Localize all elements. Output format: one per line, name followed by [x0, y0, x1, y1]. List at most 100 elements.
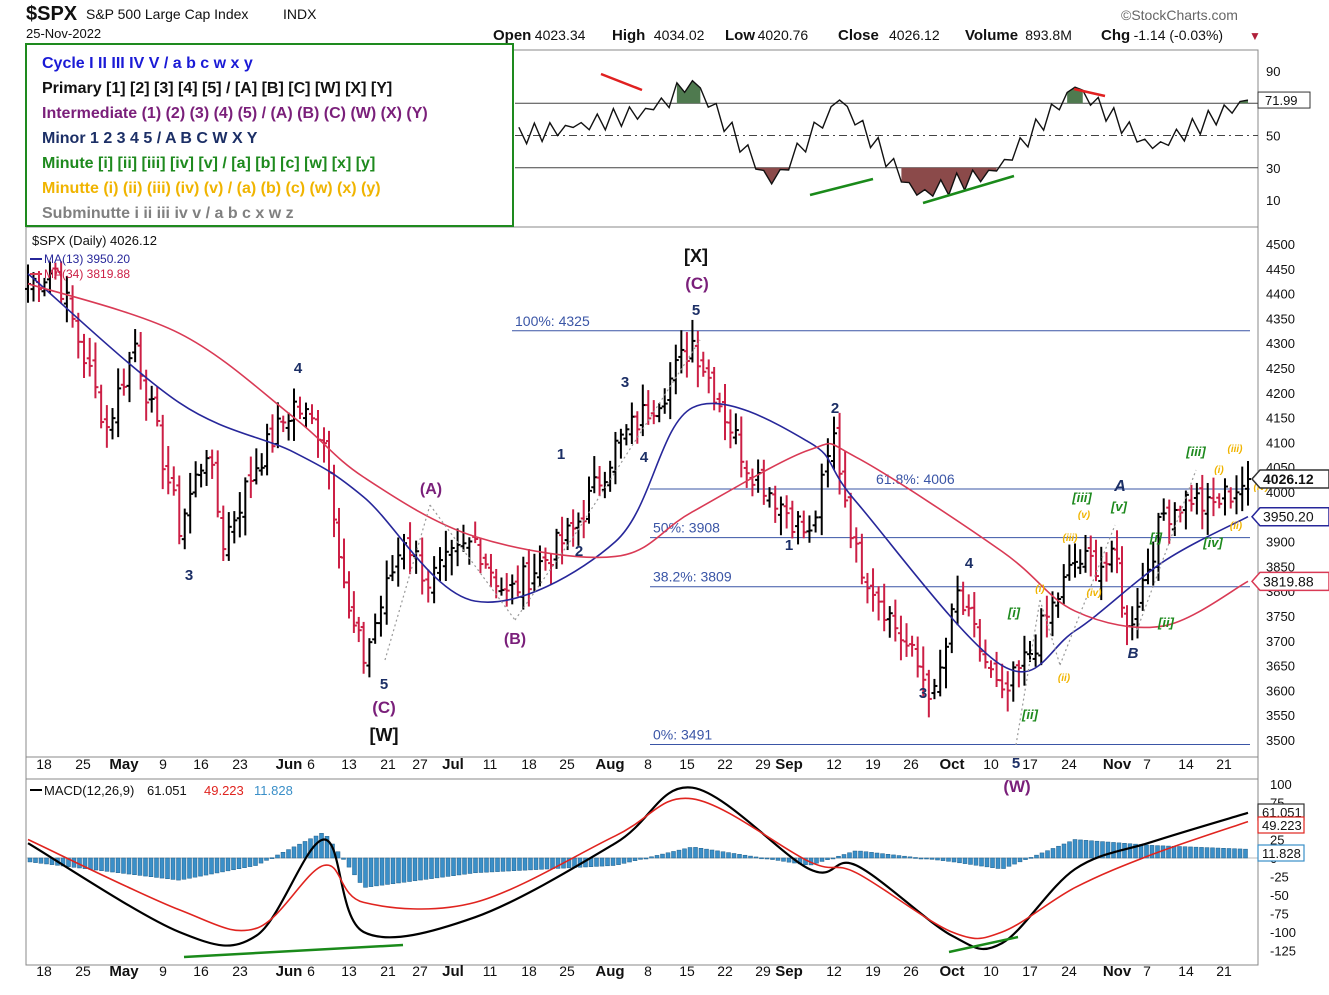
wave-label: 2	[575, 543, 583, 560]
macd-histogram-bar	[819, 857, 825, 862]
ohlc-label: Close	[838, 27, 879, 44]
macd-histogram-bar	[874, 852, 880, 859]
macd-histogram-bar	[924, 857, 929, 860]
macd-histogram-bar	[649, 856, 654, 859]
price-bar	[159, 414, 166, 490]
macd-histogram-bar	[214, 857, 220, 874]
macd-histogram-bar	[1111, 842, 1116, 859]
macd-histogram-bar	[297, 843, 302, 859]
macd-histogram-bar	[605, 857, 610, 867]
x-axis-label: 24	[1061, 963, 1077, 979]
wave-label: 3	[621, 374, 629, 391]
macd-histogram-bar	[1100, 841, 1105, 859]
ma34-legend: MA(34) 3819.88	[44, 267, 130, 281]
legend-line: Minutte (i) (ii) (iii) (iv) (v) / (a) (b…	[42, 180, 381, 197]
wave-label: 5	[380, 676, 388, 693]
ma13-line	[27, 273, 1249, 673]
price-bar	[1015, 660, 1022, 688]
macd-histogram-bar	[753, 856, 759, 859]
price-legend-title: $SPX (Daily) 4026.12	[32, 233, 157, 248]
price-bar	[431, 556, 438, 604]
macd-histogram-bar	[242, 857, 247, 868]
watermark: ©StockCharts.com	[1121, 7, 1238, 23]
macd-histogram-bar	[594, 857, 599, 867]
macd-histogram-bar	[847, 852, 852, 859]
rsi-zone	[755, 167, 789, 184]
price-bar	[999, 663, 1006, 699]
price-layer: 4500445044004350430042504200415041004050…	[25, 237, 1329, 796]
price-bar	[727, 409, 734, 449]
macd-histogram-bar	[82, 857, 88, 869]
price-bar	[678, 330, 685, 374]
macd-histogram-bar	[748, 855, 753, 859]
macd-histogram-bar	[467, 857, 473, 874]
price-bar	[269, 414, 276, 453]
macd-histogram-bar	[676, 849, 682, 859]
price-bar	[931, 678, 938, 700]
rsi-bull-divergence	[922, 174, 1015, 205]
price-tick-label: 3850	[1266, 559, 1295, 574]
x-axis-label: 8	[644, 756, 652, 772]
x-axis-label: 21	[380, 756, 396, 772]
price-bar	[1245, 461, 1251, 506]
svg-text:3950.20: 3950.20	[1263, 509, 1314, 525]
price-bar	[1233, 475, 1240, 515]
price-bar	[309, 404, 315, 425]
macd-tick-label: -100	[1270, 925, 1296, 940]
price-bar	[909, 635, 916, 657]
rsi-line	[518, 79, 1249, 198]
wave-label: (ii)	[1230, 521, 1243, 532]
macd-histogram-bar	[621, 857, 627, 864]
price-legend: $SPX (Daily) 4026.12 MA(13) 3950.20 MA(3…	[30, 233, 157, 281]
macd-histogram-bar	[869, 852, 874, 859]
macd-histogram-bar	[346, 857, 352, 868]
x-axis-label: May	[109, 756, 139, 773]
price-bar	[1204, 482, 1211, 535]
macd-histogram-bar	[1133, 843, 1138, 859]
price-bar	[346, 571, 352, 619]
macd-histogram-bar	[319, 833, 324, 859]
wave-label: A	[1113, 478, 1126, 495]
fib-label: 50%: 3908	[653, 520, 720, 536]
x-axis-label: 15	[679, 963, 695, 979]
macd-histogram-bar	[830, 857, 836, 860]
x-axis-label: 6	[307, 756, 315, 772]
fib-label: 38.2%: 3809	[653, 569, 732, 585]
price-bar	[1188, 484, 1195, 512]
price-bar	[925, 669, 932, 718]
macd-histogram-bar	[929, 857, 935, 860]
price-bar	[419, 537, 426, 595]
wave-label: (W)	[1003, 777, 1030, 796]
macd-histogram-bar	[176, 857, 181, 881]
price-tick-label: 4100	[1266, 435, 1295, 450]
price-bar	[1210, 477, 1217, 517]
price-bar	[965, 594, 972, 617]
macd-histogram-bar	[192, 857, 198, 878]
price-bar	[477, 537, 484, 574]
macd-histogram-bar	[154, 857, 159, 878]
x-axis-label: 27	[412, 963, 428, 979]
price-bar	[672, 344, 679, 395]
rsi-bear-divergence	[1073, 87, 1106, 98]
macd-histogram-bar	[275, 854, 280, 859]
macd-histogram-bar	[940, 857, 946, 861]
wave-label: 2	[831, 400, 839, 417]
price-bar	[743, 460, 750, 488]
signal-tag: 49.223	[1257, 816, 1305, 834]
price-bar	[242, 477, 249, 536]
ma34-tag: 3819.88	[1250, 571, 1329, 592]
macd-histogram-bar	[1144, 844, 1149, 859]
macd-histogram-bar	[363, 857, 368, 888]
x-axis-label: 6	[307, 963, 315, 979]
macd-histogram-bar	[682, 848, 687, 859]
macd-histogram-bar	[231, 857, 236, 871]
x-axis-label: 13	[341, 756, 357, 772]
macd-tick-label: -50	[1270, 888, 1289, 903]
price-bar	[1072, 543, 1078, 578]
price-bar	[836, 412, 843, 495]
price-bar	[1077, 549, 1084, 575]
price-bar	[875, 586, 882, 621]
wave-label: [ii]	[1021, 707, 1039, 722]
chg-down-icon: ▼	[1249, 29, 1261, 43]
